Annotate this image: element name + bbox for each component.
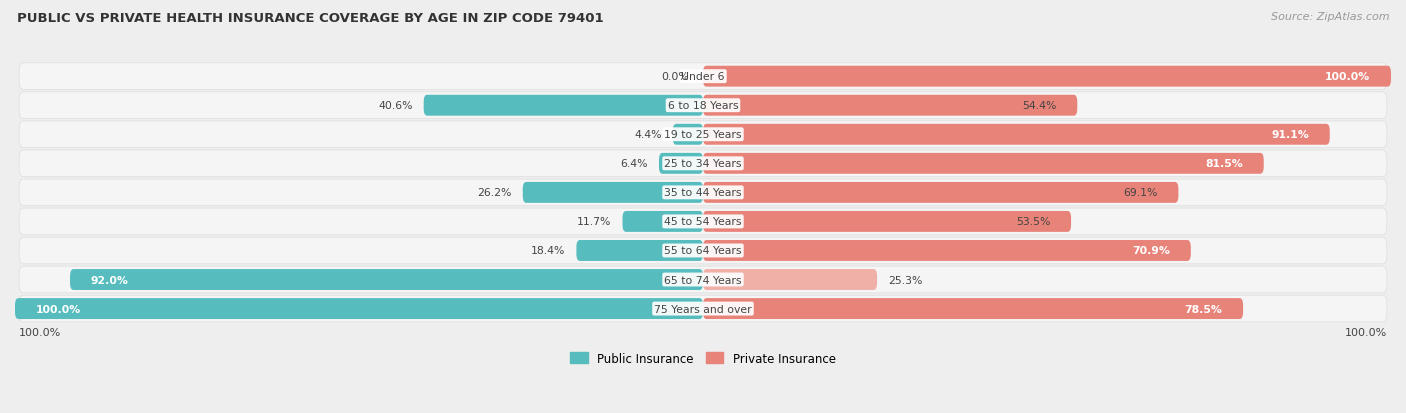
Text: 25 to 34 Years: 25 to 34 Years xyxy=(664,159,742,169)
FancyBboxPatch shape xyxy=(703,154,1264,174)
FancyBboxPatch shape xyxy=(423,95,703,116)
Text: 81.5%: 81.5% xyxy=(1205,159,1243,169)
Text: 19 to 25 Years: 19 to 25 Years xyxy=(664,130,742,140)
Text: 92.0%: 92.0% xyxy=(90,275,128,285)
Text: 53.5%: 53.5% xyxy=(1017,217,1050,227)
Legend: Public Insurance, Private Insurance: Public Insurance, Private Insurance xyxy=(565,347,841,370)
FancyBboxPatch shape xyxy=(672,124,703,145)
Text: 45 to 54 Years: 45 to 54 Years xyxy=(664,217,742,227)
Text: Source: ZipAtlas.com: Source: ZipAtlas.com xyxy=(1271,12,1389,22)
Text: 100.0%: 100.0% xyxy=(1324,72,1371,82)
FancyBboxPatch shape xyxy=(20,237,1386,264)
Text: 69.1%: 69.1% xyxy=(1123,188,1157,198)
FancyBboxPatch shape xyxy=(20,266,1386,293)
Text: 0.0%: 0.0% xyxy=(661,72,689,82)
FancyBboxPatch shape xyxy=(20,151,1386,177)
Text: 91.1%: 91.1% xyxy=(1271,130,1309,140)
Text: PUBLIC VS PRIVATE HEALTH INSURANCE COVERAGE BY AGE IN ZIP CODE 79401: PUBLIC VS PRIVATE HEALTH INSURANCE COVER… xyxy=(17,12,603,25)
Text: 6.4%: 6.4% xyxy=(620,159,648,169)
Text: Under 6: Under 6 xyxy=(682,72,724,82)
Text: 100.0%: 100.0% xyxy=(1344,328,1386,337)
FancyBboxPatch shape xyxy=(703,124,1330,145)
Text: 35 to 44 Years: 35 to 44 Years xyxy=(664,188,742,198)
Text: 54.4%: 54.4% xyxy=(1022,101,1057,111)
FancyBboxPatch shape xyxy=(523,183,703,203)
Text: 4.4%: 4.4% xyxy=(634,130,662,140)
Text: 6 to 18 Years: 6 to 18 Years xyxy=(668,101,738,111)
FancyBboxPatch shape xyxy=(703,66,1391,88)
FancyBboxPatch shape xyxy=(703,95,1077,116)
Text: 18.4%: 18.4% xyxy=(531,246,565,256)
Text: 11.7%: 11.7% xyxy=(576,217,612,227)
FancyBboxPatch shape xyxy=(20,180,1386,206)
Text: 75 Years and over: 75 Years and over xyxy=(654,304,752,314)
FancyBboxPatch shape xyxy=(576,240,703,261)
FancyBboxPatch shape xyxy=(659,154,703,174)
Text: 25.3%: 25.3% xyxy=(889,275,922,285)
FancyBboxPatch shape xyxy=(703,269,877,290)
FancyBboxPatch shape xyxy=(703,211,1071,233)
FancyBboxPatch shape xyxy=(20,64,1386,90)
Text: 100.0%: 100.0% xyxy=(20,328,62,337)
FancyBboxPatch shape xyxy=(70,269,703,290)
FancyBboxPatch shape xyxy=(703,298,1243,319)
FancyBboxPatch shape xyxy=(20,209,1386,235)
Text: 26.2%: 26.2% xyxy=(478,188,512,198)
FancyBboxPatch shape xyxy=(703,240,1191,261)
FancyBboxPatch shape xyxy=(15,298,703,319)
Text: 40.6%: 40.6% xyxy=(378,101,413,111)
Text: 70.9%: 70.9% xyxy=(1132,246,1170,256)
Text: 55 to 64 Years: 55 to 64 Years xyxy=(664,246,742,256)
FancyBboxPatch shape xyxy=(20,295,1386,322)
Text: 100.0%: 100.0% xyxy=(35,304,82,314)
FancyBboxPatch shape xyxy=(623,211,703,233)
FancyBboxPatch shape xyxy=(703,183,1178,203)
Text: 65 to 74 Years: 65 to 74 Years xyxy=(664,275,742,285)
FancyBboxPatch shape xyxy=(20,93,1386,119)
Text: 78.5%: 78.5% xyxy=(1185,304,1222,314)
FancyBboxPatch shape xyxy=(20,121,1386,148)
